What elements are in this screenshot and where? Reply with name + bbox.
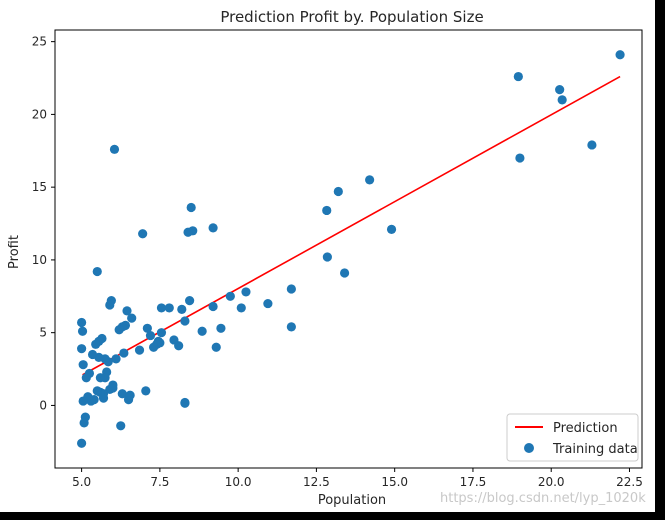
training-data-point — [95, 373, 105, 383]
x-axis-ticks: 5.0 7.5 10.0 12.5 15.0 17.5 20.0 22.5 — [72, 468, 643, 489]
x-tick-label: 22.5 — [616, 475, 643, 489]
training-data-point — [236, 303, 246, 313]
plot-layer — [77, 50, 625, 448]
training-data-point — [322, 252, 332, 262]
training-data-point — [111, 354, 121, 364]
x-tick-label: 17.5 — [460, 475, 487, 489]
training-data-point — [515, 153, 525, 163]
training-data-point — [615, 50, 625, 60]
training-data-point — [180, 397, 190, 408]
x-tick-label: 20.0 — [538, 475, 565, 489]
training-data-point — [116, 421, 126, 431]
legend: Prediction Training data — [506, 413, 639, 462]
plot-area-border — [54, 29, 643, 469]
training-data-point — [114, 325, 124, 335]
training-data-point — [81, 373, 91, 383]
y-tick-label: 0 — [39, 398, 47, 412]
x-tick-label: 10.0 — [225, 475, 252, 489]
prediction-line — [82, 75, 621, 376]
training-data-point — [333, 186, 343, 197]
training-data-point — [141, 386, 151, 396]
training-data-point — [142, 323, 152, 333]
window-frame-bottom — [0, 512, 665, 520]
training-data-point — [225, 291, 235, 301]
training-data-point — [322, 205, 332, 216]
training-data-point — [91, 339, 101, 349]
training-data-point — [77, 344, 87, 354]
training-data-point — [149, 342, 159, 352]
training-data-point — [197, 326, 207, 336]
training-data-point — [156, 303, 167, 313]
training-data-point — [92, 386, 102, 396]
legend-prediction-label: Prediction — [553, 421, 618, 436]
training-data-point — [156, 328, 167, 338]
training-data-point — [87, 349, 98, 360]
training-data-point — [77, 438, 87, 448]
training-data-point — [186, 202, 196, 213]
training-data-point — [164, 303, 174, 313]
training-data-point — [185, 296, 195, 306]
training-data-point — [286, 322, 296, 332]
training-data-point — [169, 335, 179, 345]
x-tick-label: 7.5 — [150, 475, 169, 489]
training-data-point — [587, 140, 597, 150]
training-data-point — [134, 345, 145, 355]
y-axis-label: Profit — [7, 235, 22, 269]
y-tick-label: 20 — [32, 107, 47, 121]
training-data-point — [138, 229, 148, 239]
training-data-point — [109, 144, 120, 154]
training-data-point — [77, 326, 88, 336]
watermark-url: https://blog.csdn.net/lyp_1020k — [440, 491, 646, 506]
training-data-point — [122, 306, 132, 316]
legend-training-swatch — [524, 443, 534, 453]
training-data-point — [119, 348, 129, 358]
training-data-point — [208, 301, 218, 312]
y-tick-label: 5 — [39, 326, 47, 340]
training-data-point — [78, 396, 88, 406]
y-tick-label: 15 — [32, 180, 47, 194]
chart-title: Prediction Profit by. Population Size — [220, 8, 483, 26]
training-data-point — [77, 317, 87, 328]
y-tick-label: 10 — [32, 253, 47, 267]
training-data-point — [177, 304, 187, 314]
training-data-point — [241, 287, 251, 297]
training-data-point — [117, 389, 127, 399]
training-data-point — [105, 300, 115, 310]
training-data-point — [555, 85, 565, 95]
training-data-point — [386, 224, 397, 234]
y-tick-label: 25 — [32, 35, 47, 49]
training-data-point — [180, 316, 190, 326]
legend-training-label: Training data — [552, 442, 638, 457]
training-data-point — [263, 298, 273, 309]
training-data-point — [286, 284, 296, 294]
training-data-point — [365, 175, 375, 185]
x-axis-label: Population — [318, 493, 386, 508]
y-axis-ticks: 0 5 10 15 20 25 — [32, 35, 55, 412]
training-data-point — [183, 227, 193, 237]
training-data-point — [145, 330, 156, 341]
training-data-point — [127, 313, 137, 323]
training-data-point — [211, 342, 221, 352]
training-data-point — [339, 268, 350, 278]
window-frame-right — [655, 0, 665, 520]
training-data-point — [108, 380, 118, 390]
training-data-point — [92, 266, 102, 277]
training-data-point — [79, 418, 89, 428]
x-tick-label: 15.0 — [381, 475, 408, 489]
legend-box — [506, 413, 639, 462]
training-data-point — [208, 223, 218, 233]
training-data-point — [557, 95, 567, 105]
training-data-point — [216, 323, 226, 333]
x-tick-label: 5.0 — [72, 475, 91, 489]
training-data-point — [78, 360, 88, 370]
training-data-point — [125, 390, 135, 400]
training-data-point — [513, 71, 523, 82]
x-tick-label: 12.5 — [303, 475, 330, 489]
